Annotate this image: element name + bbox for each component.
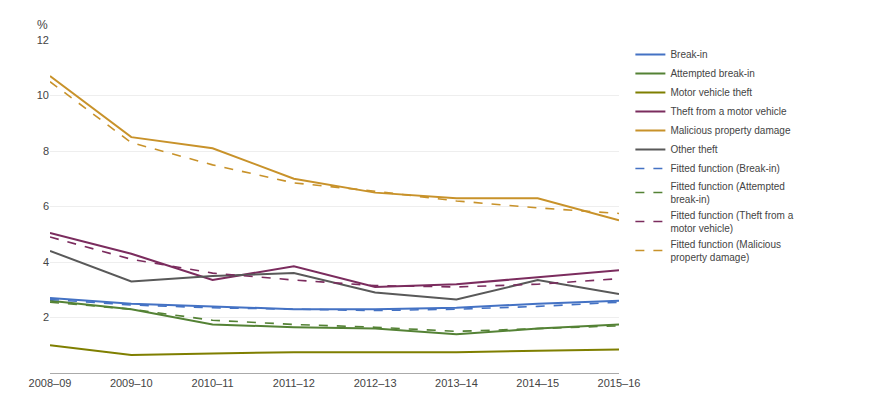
svg-text:Fitted function (Maliciousprop: Fitted function (Maliciousproperty damag…: [670, 239, 781, 263]
svg-text:Fitted function (Attemptedbrea: Fitted function (Attemptedbreak-in): [670, 181, 785, 205]
svg-text:2: 2: [43, 311, 49, 323]
svg-text:Motor vehicle theft: Motor vehicle theft: [670, 87, 752, 98]
svg-text:2013–14: 2013–14: [435, 377, 478, 389]
svg-text:6: 6: [43, 200, 49, 212]
svg-text:12: 12: [37, 34, 49, 46]
svg-text:Fitted function (Theft from am: Fitted function (Theft from amotor vehic…: [670, 210, 793, 234]
svg-text:2014–15: 2014–15: [516, 377, 559, 389]
svg-text:%: %: [37, 18, 48, 32]
svg-text:4: 4: [43, 256, 49, 268]
svg-text:10: 10: [37, 89, 49, 101]
svg-text:8: 8: [43, 145, 49, 157]
svg-text:Malicious property damage: Malicious property damage: [670, 125, 790, 136]
svg-text:2012–13: 2012–13: [354, 377, 397, 389]
svg-text:Break-in: Break-in: [670, 49, 707, 60]
svg-text:Other theft: Other theft: [670, 144, 717, 155]
svg-text:2010–11: 2010–11: [192, 377, 234, 389]
svg-text:Fitted function (Break-in): Fitted function (Break-in): [670, 163, 780, 174]
svg-text:2015–16: 2015–16: [598, 377, 641, 389]
svg-text:Attempted break-in: Attempted break-in: [670, 68, 755, 79]
svg-text:2009–10: 2009–10: [110, 377, 153, 389]
svg-text:Theft from a motor vehicle: Theft from a motor vehicle: [670, 106, 787, 117]
svg-text:2008–09: 2008–09: [29, 377, 72, 389]
svg-text:2011–12: 2011–12: [273, 377, 315, 389]
